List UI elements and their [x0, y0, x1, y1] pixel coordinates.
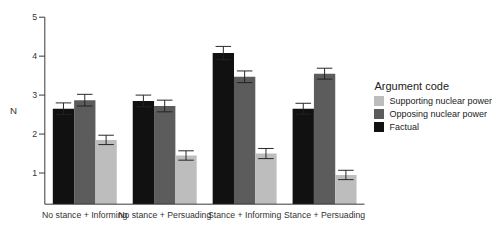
- svg-text:No stance + Informing: No stance + Informing: [42, 210, 128, 220]
- svg-text:No stance + Persuading: No stance + Persuading: [118, 210, 211, 220]
- svg-text:3: 3: [32, 90, 37, 100]
- html-text:Factual: Factual: [389, 122, 419, 132]
- html-text:Opposing nuclear power: Opposing nuclear power: [389, 109, 487, 119]
- svg-text:2: 2: [32, 129, 37, 139]
- svg-text:Stance + Informing: Stance + Informing: [208, 210, 281, 220]
- svg-text:4: 4: [32, 51, 37, 61]
- svg-text:Stance + Persuading: Stance + Persuading: [284, 210, 365, 220]
- svg-text:5: 5: [32, 12, 37, 22]
- svg-text:N: N: [10, 105, 17, 116]
- html-text:Argument code: Argument code: [374, 80, 449, 92]
- html-text:Supporting nuclear power: Supporting nuclear power: [389, 96, 492, 106]
- svg-text:1: 1: [32, 168, 37, 178]
